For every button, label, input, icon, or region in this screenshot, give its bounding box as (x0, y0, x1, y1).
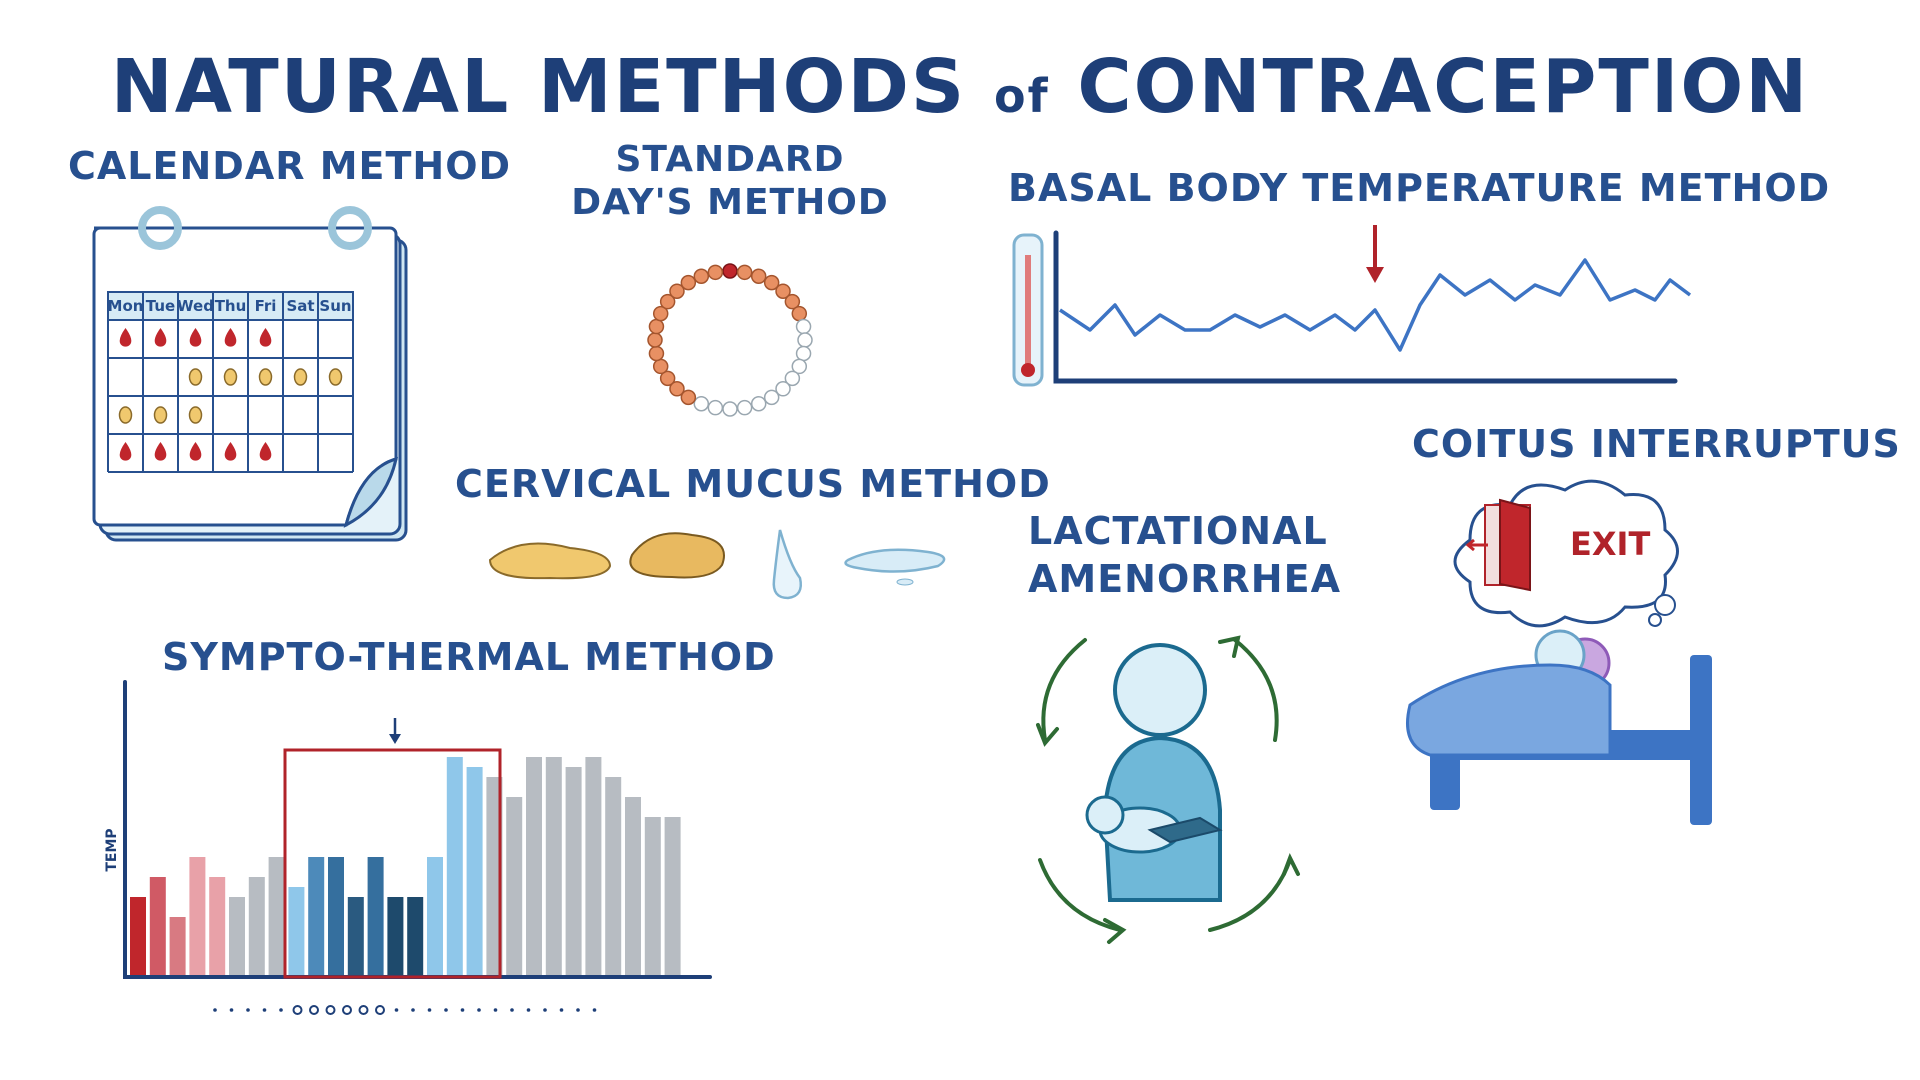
temp-bar (644, 817, 661, 977)
title-of: of (993, 69, 1050, 123)
temp-axis-label: TEMP (104, 828, 120, 871)
temp-bar (248, 877, 265, 977)
temp-bar (149, 877, 166, 977)
temp-bar (328, 857, 344, 977)
temp-bar (347, 897, 364, 977)
exit-door-icon (1465, 498, 1531, 592)
temp-bar (130, 897, 146, 977)
calendar-illustration: Mon Tue Wed Thu Fri Sat Sun (92, 206, 408, 542)
exit-sign: EXIT (1570, 525, 1650, 563)
calendar-day-thu: Thu (215, 297, 247, 315)
temp-bar (308, 857, 325, 977)
calendar-day-sun: Sun (319, 297, 351, 315)
breastfeeding-illustration (1036, 635, 1300, 944)
temp-bar (427, 857, 443, 977)
temp-bar (486, 777, 503, 977)
ovulation-arrow-icon (1366, 225, 1384, 283)
bbt-method-heading: BASAL BODY TEMPERATURE METHOD (1008, 166, 1831, 210)
temp-bar (565, 767, 582, 977)
temp-bar (545, 757, 562, 977)
temp-bar (209, 877, 226, 977)
temp-bar (367, 857, 384, 977)
temp-bar (407, 897, 424, 977)
sympto-thermal-chart: TEMP (104, 680, 712, 1015)
temp-bar (664, 817, 681, 977)
calendar-day-fri: Fri (255, 297, 277, 315)
temp-bar (526, 757, 542, 977)
coitus-interruptus-illustration: EXIT (1406, 479, 1712, 825)
temp-bar (605, 777, 622, 977)
temp-bar (268, 857, 285, 977)
calendar-grid: Mon Tue Wed Thu Fri Sat Sun (107, 291, 354, 473)
temp-bar (288, 887, 305, 977)
sympto-thermal-heading: SYMPTO-THERMAL METHOD (162, 635, 776, 679)
cycle-beads-illustration (647, 263, 813, 417)
cervical-mucus-heading: CERVICAL MUCUS METHOD (455, 462, 1051, 506)
coitus-interruptus-heading: COITUS INTERRUPTUS (1412, 422, 1901, 466)
cycle-arrows-icon (1036, 635, 1300, 944)
calendar-day-wed: Wed (177, 297, 214, 315)
page-title: NATURAL METHODS of CONTRACEPTION (0, 44, 1920, 130)
title-main: NATURAL METHODS (110, 44, 967, 130)
temp-bar (387, 897, 404, 977)
fertile-window-box (283, 748, 502, 979)
calendar-day-sat: Sat (286, 297, 314, 315)
temp-bar (506, 797, 523, 977)
standard-days-heading: STANDARD DAY'S METHOD (571, 139, 889, 224)
temp-bar (169, 917, 186, 977)
title-end: CONTRACEPTION (1077, 44, 1810, 130)
mucus-samples-illustration (488, 529, 946, 600)
down-arrow-icon (389, 718, 401, 744)
calendar-method-heading: CALENDAR METHOD (68, 144, 512, 188)
calendar-day-tue: Tue (146, 297, 175, 315)
temp-bar (229, 897, 245, 977)
bbt-chart (1012, 225, 1692, 387)
temp-bar (446, 757, 463, 977)
temp-bar (585, 757, 602, 977)
lactational-amenorrhea-heading: LACTATIONAL AMENORRHEA (1028, 509, 1341, 601)
temp-bar (466, 767, 483, 977)
temp-bar (625, 797, 641, 977)
temp-bar (189, 857, 206, 977)
calendar-day-mon: Mon (108, 297, 144, 315)
